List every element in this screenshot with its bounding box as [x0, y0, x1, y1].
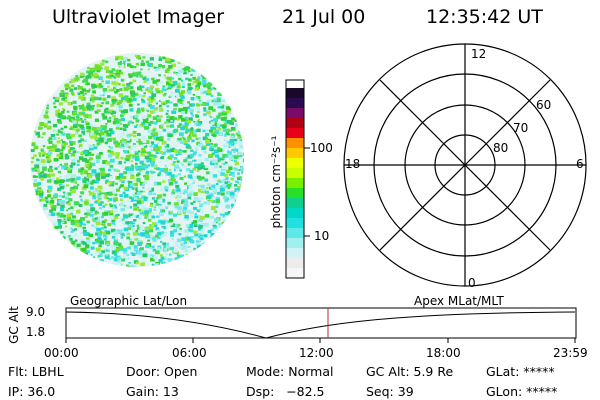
mlt-label-0: 0 — [468, 276, 476, 290]
mlt-label-12: 12 — [471, 47, 487, 61]
geographic-latlon-title: Geographic Lat/Lon — [70, 294, 188, 308]
time-tick-0000: 00:00 — [44, 346, 79, 360]
lat-label-80: 80 — [493, 141, 509, 155]
seq-info: Seq: 39 — [366, 384, 414, 399]
alt-tick-9: 9.0 — [26, 305, 46, 319]
gain-info: Gain: 13 — [126, 384, 179, 399]
gc-alt-axis-label: GC Alt — [6, 306, 21, 344]
alt-tick-1-8: 1.8 — [26, 325, 46, 339]
instrument-title: Ultraviolet Imager — [52, 6, 225, 28]
glat-info: GLat: ***** — [486, 364, 555, 379]
gc-alt-info: GC Alt: 5.9 Re — [366, 364, 454, 379]
time-tick-2359: 23:59 — [553, 346, 588, 360]
polar-mlt-grid — [343, 43, 587, 287]
ip-info: IP: 36.0 — [8, 384, 56, 399]
auroral-image — [30, 53, 244, 267]
filter-info: Flt: LBHL — [8, 364, 64, 379]
time-tick-1800: 18:00 — [426, 346, 461, 360]
colorbar-unit-label: photon cm⁻²s⁻¹ — [269, 135, 283, 229]
apex-mlat-mlt-title: Apex MLat/MLT — [414, 294, 504, 308]
colorbar-tick-10: 10 — [314, 229, 330, 243]
image-time: 12:35:42 UT — [426, 6, 543, 28]
lat-label-60: 60 — [536, 98, 552, 112]
colorbar-tick-100: 100 — [310, 141, 333, 155]
image-date: 21 Jul 00 — [282, 6, 366, 28]
dsp-info: Dsp: −82.5 — [246, 384, 325, 399]
door-info: Door: Open — [126, 364, 198, 379]
time-tick-1200: 12:00 — [299, 346, 334, 360]
mlt-label-18: 18 — [345, 157, 361, 171]
color-scale-bar — [285, 79, 310, 279]
altitude-strip — [65, 307, 577, 343]
lat-label-70: 70 — [513, 121, 529, 135]
mlt-label-6: 6 — [576, 157, 584, 171]
glon-info: GLon: ***** — [486, 384, 558, 399]
time-tick-0600: 06:00 — [172, 346, 207, 360]
mode-info: Mode: Normal — [246, 364, 334, 379]
